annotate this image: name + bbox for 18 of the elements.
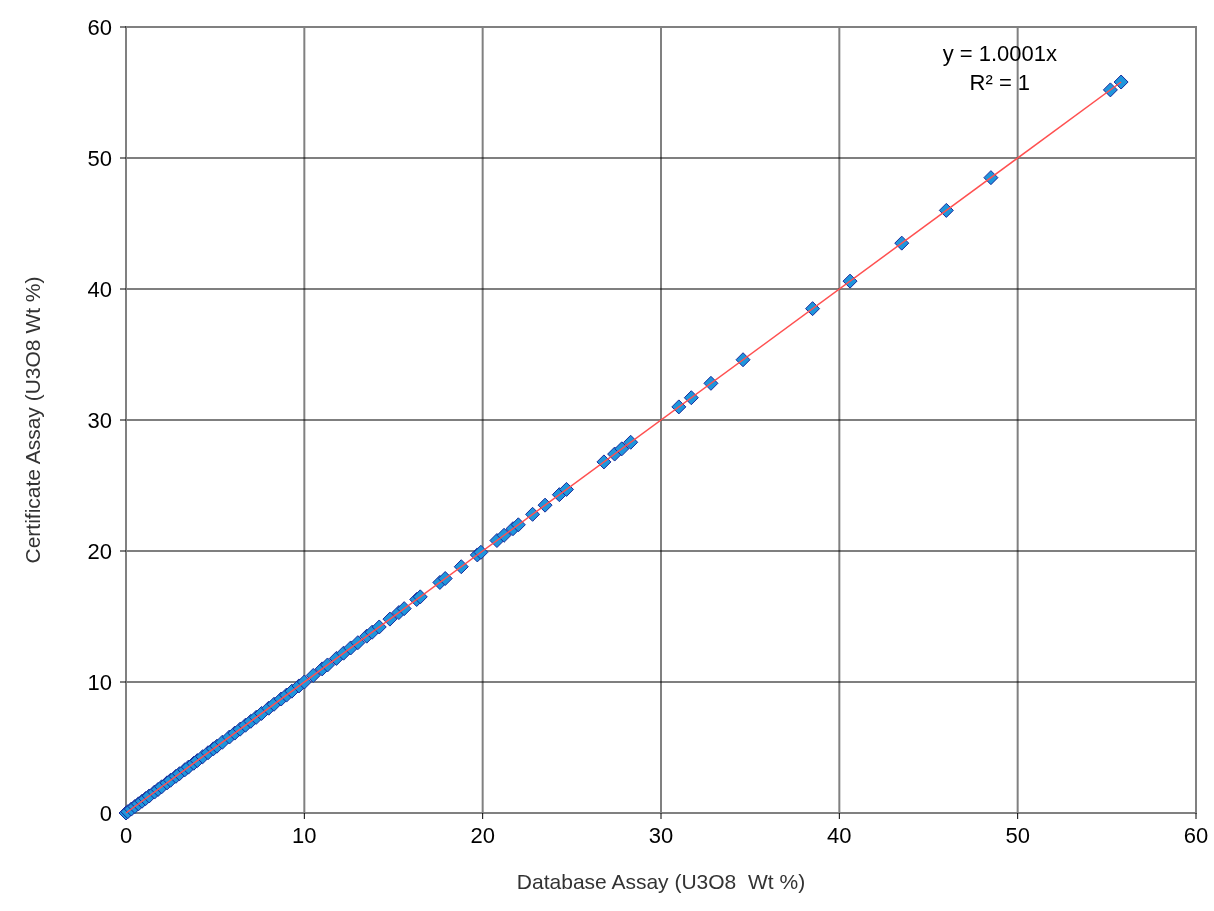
y-axis-title: Certificate Assay (U3O8 Wt %) (21, 276, 44, 564)
y-tick-label: 30 (87, 407, 112, 433)
annotation: y = 1.0001x (942, 41, 1058, 67)
x-tick-label: 60 (1183, 823, 1209, 848)
y-tick-label: 50 (87, 145, 112, 171)
y-tick-label: 40 (87, 276, 112, 302)
x-tick-label: 0 (119, 823, 133, 848)
x-tick-label: 30 (648, 823, 674, 848)
annotation: R² = 1 (969, 70, 1031, 96)
y-tick-label: 20 (87, 538, 112, 564)
x-tick-label: 20 (470, 823, 495, 848)
x-tick-label: 50 (1005, 823, 1030, 848)
x-tick-label: 10 (292, 823, 317, 848)
y-tick-label: 60 (87, 14, 112, 40)
y-tick-label: 10 (87, 669, 112, 695)
x-axis-title: Database Assay (U3O8 Wt %) (516, 870, 806, 893)
y-tick-label: 0 (99, 800, 112, 826)
x-tick-label: 40 (827, 823, 852, 848)
